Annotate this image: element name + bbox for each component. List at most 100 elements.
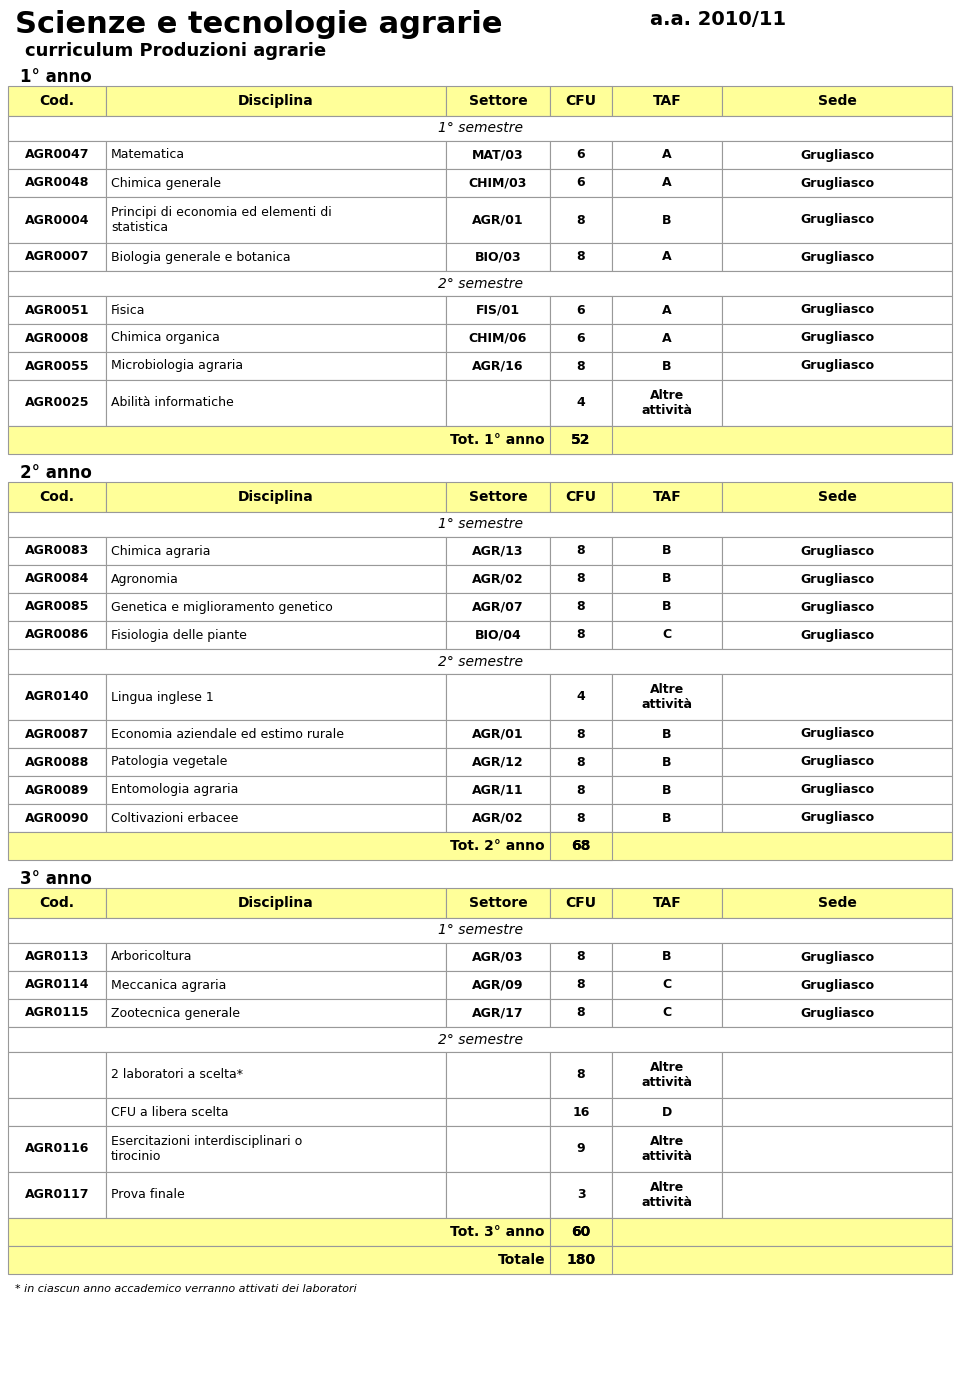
Text: B: B <box>662 783 672 797</box>
Text: Fisiologia delle piante: Fisiologia delle piante <box>111 628 247 642</box>
Text: Grugliasco: Grugliasco <box>800 148 874 162</box>
Bar <box>722 776 952 804</box>
Bar <box>8 380 106 426</box>
Text: CFU: CFU <box>565 490 596 504</box>
Bar <box>446 593 550 621</box>
Bar <box>8 512 952 537</box>
Text: 8: 8 <box>577 783 586 797</box>
Text: Microbiologia agraria: Microbiologia agraria <box>111 360 243 373</box>
Bar <box>722 169 952 197</box>
Text: 8: 8 <box>577 360 586 373</box>
Text: AGR0004: AGR0004 <box>25 214 89 226</box>
Text: Prova finale: Prova finale <box>111 1188 184 1202</box>
Text: B: B <box>662 951 672 963</box>
Bar <box>446 1000 550 1027</box>
Text: 1° semestre: 1° semestre <box>438 924 522 938</box>
Text: 2° semestre: 2° semestre <box>438 276 522 290</box>
Text: 8: 8 <box>577 951 586 963</box>
Bar <box>8 243 106 271</box>
Bar <box>106 243 446 271</box>
Bar <box>8 169 106 197</box>
Text: Grugliasco: Grugliasco <box>800 783 874 797</box>
Bar <box>8 537 106 565</box>
Text: 8: 8 <box>577 544 586 557</box>
Bar <box>8 776 106 804</box>
Text: AGR/16: AGR/16 <box>472 360 524 373</box>
Bar <box>446 720 550 748</box>
Bar <box>106 169 446 197</box>
Text: AGR0140: AGR0140 <box>25 691 89 704</box>
Bar <box>722 804 952 832</box>
Text: CFU a libera scelta: CFU a libera scelta <box>111 1106 228 1118</box>
Text: Matematica: Matematica <box>111 148 185 162</box>
Bar <box>106 621 446 649</box>
Bar <box>722 87 952 116</box>
Bar <box>8 919 952 944</box>
Text: CHIM/06: CHIM/06 <box>468 331 527 345</box>
Text: 2° semestre: 2° semestre <box>438 1033 522 1047</box>
Bar <box>106 324 446 352</box>
Text: 1° anno: 1° anno <box>20 68 92 87</box>
Bar <box>106 141 446 169</box>
Text: AGR0084: AGR0084 <box>25 572 89 585</box>
Bar <box>106 804 446 832</box>
Bar <box>612 352 722 380</box>
Bar <box>722 972 952 1000</box>
Text: AGR0007: AGR0007 <box>25 250 89 264</box>
Bar <box>550 621 612 649</box>
Bar <box>8 426 952 454</box>
Bar <box>106 674 446 720</box>
Text: Grugliasco: Grugliasco <box>800 250 874 264</box>
Text: A: A <box>662 176 672 190</box>
Bar <box>446 1127 550 1173</box>
Bar <box>550 87 612 116</box>
Bar <box>550 776 612 804</box>
Bar <box>106 720 446 748</box>
Text: CFU: CFU <box>565 94 596 107</box>
Bar <box>722 1099 952 1127</box>
Text: 4: 4 <box>577 396 586 409</box>
Bar <box>446 776 550 804</box>
Bar <box>106 593 446 621</box>
Text: AGR/03: AGR/03 <box>472 951 524 963</box>
Text: Tot. 1° anno: Tot. 1° anno <box>450 433 545 447</box>
Text: AGR0089: AGR0089 <box>25 783 89 797</box>
Text: Grugliasco: Grugliasco <box>800 544 874 557</box>
Text: Coltivazioni erbacee: Coltivazioni erbacee <box>111 811 238 825</box>
Bar <box>722 296 952 324</box>
Text: Chimica organica: Chimica organica <box>111 331 220 345</box>
Bar <box>106 748 446 776</box>
Text: Settore: Settore <box>468 896 527 910</box>
Bar <box>106 482 446 512</box>
Text: A: A <box>662 148 672 162</box>
Text: 8: 8 <box>577 979 586 991</box>
Text: 6: 6 <box>577 148 586 162</box>
Bar <box>8 1217 952 1247</box>
Bar <box>106 888 446 919</box>
Bar <box>722 1053 952 1099</box>
Bar <box>106 537 446 565</box>
Bar <box>612 197 722 243</box>
Text: 8: 8 <box>577 755 586 769</box>
Bar <box>722 1127 952 1173</box>
Text: CHIM/03: CHIM/03 <box>468 176 527 190</box>
Bar <box>8 748 106 776</box>
Bar <box>612 944 722 972</box>
Text: B: B <box>662 600 672 613</box>
Bar <box>106 1173 446 1217</box>
Text: Totale: Totale <box>497 1254 545 1268</box>
Text: AGR0115: AGR0115 <box>25 1007 89 1019</box>
Text: 8: 8 <box>577 600 586 613</box>
Bar <box>446 565 550 593</box>
Bar <box>8 944 106 972</box>
Bar <box>722 482 952 512</box>
Text: 6: 6 <box>577 331 586 345</box>
Bar <box>550 1173 612 1217</box>
Bar <box>446 1053 550 1099</box>
Bar <box>550 1217 612 1247</box>
Text: 8: 8 <box>577 1007 586 1019</box>
Bar <box>550 1127 612 1173</box>
Text: AGR/09: AGR/09 <box>472 979 524 991</box>
Bar <box>8 87 106 116</box>
Text: AGR/02: AGR/02 <box>472 811 524 825</box>
